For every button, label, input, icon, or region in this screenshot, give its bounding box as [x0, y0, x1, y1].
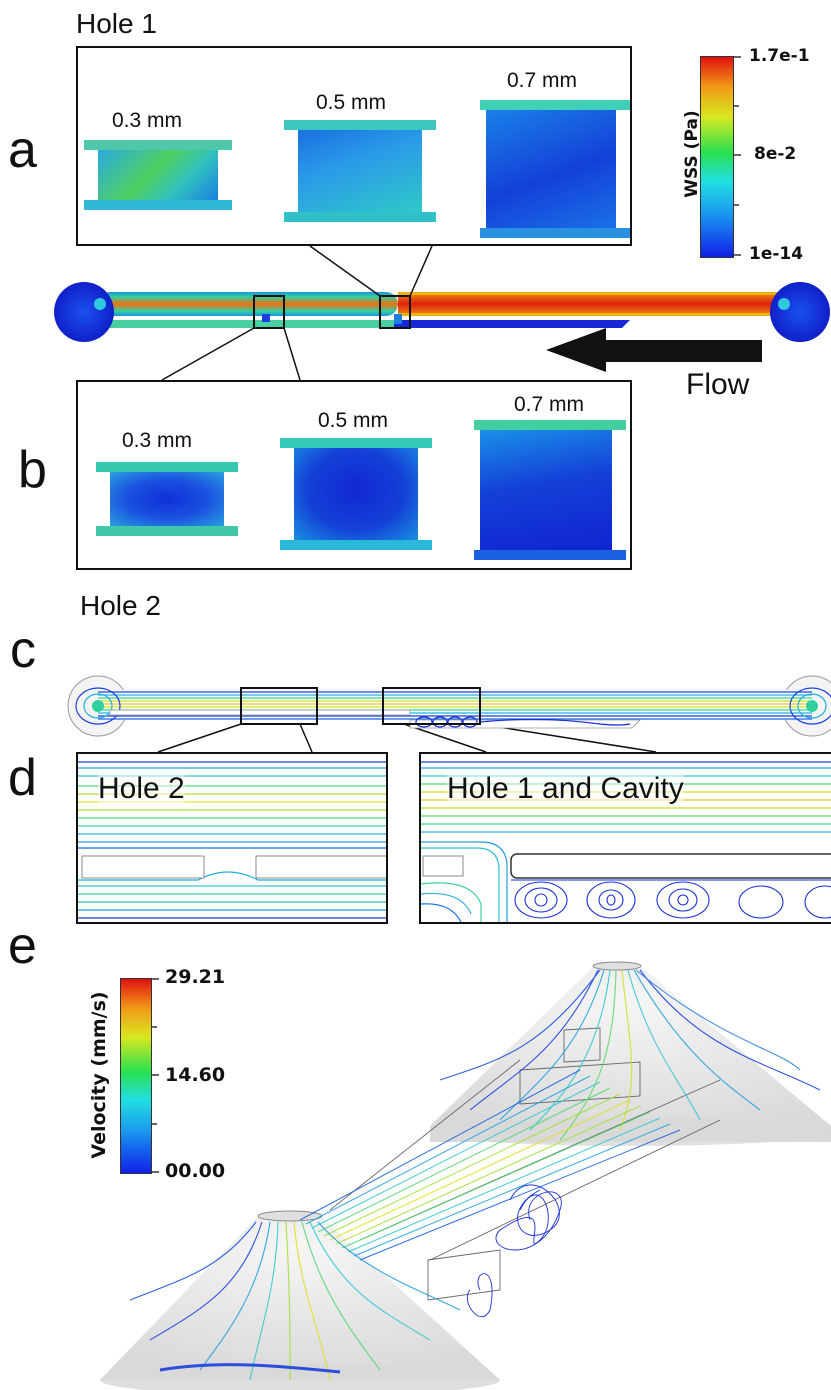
hole-1-inset: 0.3 mm 0.5 mm 0.7 mm	[76, 46, 632, 246]
hole-2-streamline-inset: Hole 2	[76, 752, 388, 924]
panel-c-letter: c	[10, 621, 36, 679]
hole-2-size-0.3-label: 0.3 mm	[122, 429, 193, 452]
velocity-max-label: 29.21	[165, 966, 226, 988]
hole-2-size-0.7-label: 0.7 mm	[514, 393, 585, 416]
wss-channel-diagram	[54, 282, 830, 342]
hole-2-block-0.3	[96, 462, 238, 536]
hole-1-block-0.5	[284, 120, 436, 222]
panel-d-letter: d	[8, 749, 37, 807]
wss-mid-label: 8e-2	[754, 144, 797, 164]
wss-title: WSS (Pa)	[682, 110, 702, 198]
hole-1-cavity-streamline-inset: Hole 1 and Cavity	[419, 752, 831, 924]
wss-colorbar	[700, 56, 734, 258]
flow-label: Flow	[686, 368, 750, 401]
hole-1-size-0.7-label: 0.7 mm	[507, 69, 578, 92]
hole-1-title: Hole 1	[76, 8, 157, 39]
panel-e-letter: e	[8, 917, 37, 975]
hole-2-block-0.7	[474, 420, 626, 560]
velocity-mid-label: 14.60	[165, 1064, 226, 1086]
velocity-min-label: 00.00	[165, 1160, 226, 1182]
hole-1-block-0.3	[84, 140, 232, 210]
wss-max-label: 1.7e-1	[749, 46, 810, 66]
hole-1-size-0.3-label: 0.3 mm	[112, 109, 183, 132]
hole-1-cavity-streamline-title: Hole 1 and Cavity	[447, 772, 684, 805]
hole-2-inset: 0.3 mm 0.5 mm 0.7 mm	[76, 380, 632, 570]
hole-1-size-0.5-label: 0.5 mm	[316, 91, 387, 114]
hole-2-size-0.5-label: 0.5 mm	[318, 409, 389, 432]
panel-a-letter: a	[8, 121, 37, 179]
streamline-channel-overview	[67, 675, 831, 737]
hole-2-block-0.5	[280, 438, 432, 550]
panel-b-letter: b	[18, 441, 47, 499]
hole-1-block-0.7	[480, 100, 630, 238]
velocity-colorbar	[120, 978, 152, 1174]
flow-arrow	[546, 328, 762, 372]
hole-2-title: Hole 2	[80, 590, 161, 621]
hole-2-streamline-title: Hole 2	[98, 772, 185, 805]
wss-min-label: 1e-14	[749, 244, 804, 264]
velocity-3d-streamlines	[100, 961, 831, 1390]
